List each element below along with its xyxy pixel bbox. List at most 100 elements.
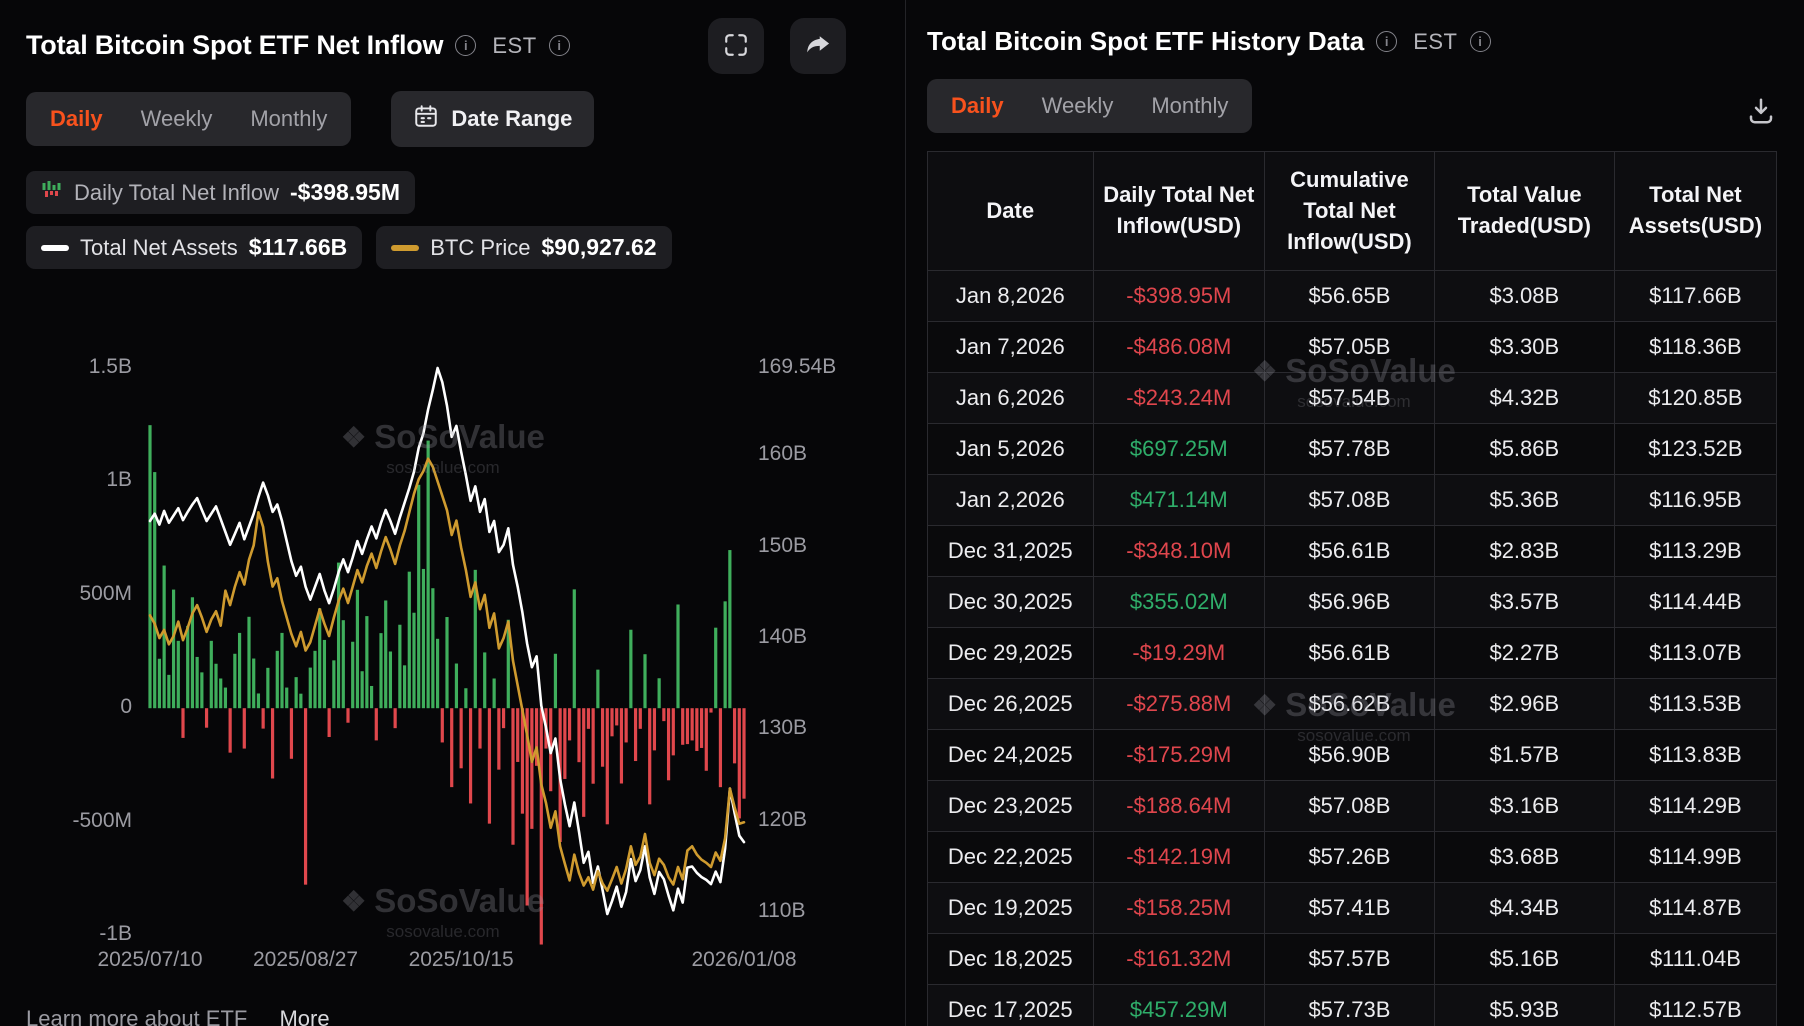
table-row: Dec 18,2025 -$161.32M $57.57B $5.16B $111.04… bbox=[927, 933, 1778, 986]
tab-daily[interactable]: Daily bbox=[50, 106, 103, 131]
table-row: Jan 8,2026 -$398.95M $56.65B $3.08B $117.66B bbox=[927, 270, 1778, 323]
legend-total-net-assets[interactable]: Total Net Assets $117.66B bbox=[26, 226, 363, 269]
history-tab-weekly[interactable]: Weekly bbox=[1041, 93, 1114, 118]
info-icon[interactable]: i bbox=[1469, 31, 1491, 52]
cumulative-cell: $57.41B bbox=[1264, 882, 1435, 935]
assets-cell: $123.52B bbox=[1613, 423, 1778, 476]
history-table-scroll-area[interactable]: Date Daily Total Net Inflow(USD) Cumulat… bbox=[927, 150, 1778, 1026]
calendar-icon bbox=[413, 103, 439, 135]
traded-cell: $3.08B bbox=[1433, 270, 1615, 323]
inflow-cell: -$158.25M bbox=[1092, 882, 1266, 935]
cumulative-cell: $57.08B bbox=[1264, 474, 1435, 527]
date-cell: Dec 31,2025 bbox=[927, 525, 1094, 578]
traded-cell: $5.36B bbox=[1433, 474, 1615, 527]
cumulative-cell: $57.54B bbox=[1264, 372, 1435, 425]
table-row: Dec 26,2025 -$275.88M $56.62B $2.96B $113.53… bbox=[927, 678, 1778, 731]
traded-cell: $2.83B bbox=[1433, 525, 1615, 578]
table-header-row: Date Daily Total Net Inflow(USD) Cumulat… bbox=[927, 150, 1778, 272]
inflow-cell: -$161.32M bbox=[1092, 933, 1266, 986]
table-row: Dec 22,2025 -$142.19M $57.26B $3.68B $114.99… bbox=[927, 831, 1778, 884]
table-row: Dec 19,2025 -$158.25M $57.41B $4.34B $114.87… bbox=[927, 882, 1778, 935]
traded-cell: $4.34B bbox=[1433, 882, 1615, 935]
y-axis-left-tick: -1B bbox=[99, 922, 132, 945]
traded-cell: $3.57B bbox=[1433, 576, 1615, 629]
history-tab-monthly[interactable]: Monthly bbox=[1151, 93, 1229, 118]
history-panel-header: Total Bitcoin Spot ETF History Data i ES… bbox=[927, 0, 1777, 57]
netinflow-chart[interactable]: ❖ SoSoValue sosovalue.com ❖ SoSoValue soso… bbox=[0, 0, 905, 1026]
date-cell: Jan 5,2026 bbox=[927, 423, 1094, 476]
inflow-cell: $355.02M bbox=[1092, 576, 1266, 629]
assets-cell: $113.53B bbox=[1613, 678, 1778, 731]
legend-btc-price[interactable]: BTC Price $90,927.62 bbox=[376, 226, 672, 269]
cumulative-cell: $57.05B bbox=[1264, 321, 1435, 374]
x-axis-label: 2025/08/27 bbox=[253, 948, 359, 971]
chart-canvas[interactable] bbox=[146, 362, 750, 954]
inflow-cell: -$348.10M bbox=[1092, 525, 1266, 578]
traded-cell: $2.27B bbox=[1433, 627, 1615, 680]
gold-line-icon bbox=[391, 244, 420, 251]
netinflow-panel-header: Total Bitcoin Spot ETF Net Inflow i EST … bbox=[0, 0, 905, 61]
col-header-net-assets: Total Net Assets(USD) bbox=[1613, 150, 1778, 272]
y-axis-right-tick: 110B bbox=[758, 899, 806, 923]
col-header-value-traded: Total Value Traded(USD) bbox=[1433, 150, 1615, 272]
legend-label: Total Net Assets bbox=[80, 234, 238, 260]
chart-header-actions bbox=[708, 18, 846, 74]
y-axis-left-tick: 1.5B bbox=[88, 355, 132, 378]
cumulative-cell: $56.62B bbox=[1264, 678, 1435, 731]
tab-monthly[interactable]: Monthly bbox=[250, 106, 328, 131]
legend-label: BTC Price bbox=[430, 234, 531, 260]
table-row: Dec 29,2025 -$19.29M $56.61B $2.27B $113.07B bbox=[927, 627, 1778, 680]
y-axis-left-tick: 0 bbox=[120, 695, 132, 719]
history-period-tabs: Daily Weekly Monthly bbox=[927, 79, 1253, 133]
x-axis-label: 2026/01/08 bbox=[691, 948, 797, 971]
traded-cell: $5.16B bbox=[1433, 933, 1615, 986]
period-tabs: Daily Weekly Monthly bbox=[26, 92, 352, 146]
traded-cell: $3.30B bbox=[1433, 321, 1615, 374]
col-header-cumulative-inflow: Cumulative Total Net Inflow(USD) bbox=[1264, 150, 1435, 272]
info-icon[interactable]: i bbox=[1376, 31, 1398, 52]
tab-weekly[interactable]: Weekly bbox=[140, 106, 213, 131]
learn-more-text: Learn more about ETF bbox=[26, 1006, 248, 1026]
cumulative-cell: $56.90B bbox=[1264, 729, 1435, 782]
netinflow-panel: Total Bitcoin Spot ETF Net Inflow i EST … bbox=[0, 0, 906, 1026]
fullscreen-button[interactable] bbox=[708, 18, 764, 74]
assets-cell: $114.99B bbox=[1613, 831, 1778, 884]
y-axis-right-tick: 160B bbox=[758, 442, 808, 466]
assets-cell: $116.95B bbox=[1613, 474, 1778, 527]
legend-value: -$398.95M bbox=[290, 179, 400, 205]
share-button[interactable] bbox=[790, 18, 846, 74]
download-button[interactable] bbox=[1746, 96, 1776, 129]
inflow-cell: -$188.64M bbox=[1092, 780, 1266, 833]
history-tab-daily[interactable]: Daily bbox=[951, 93, 1004, 118]
history-table: Date Daily Total Net Inflow(USD) Cumulat… bbox=[927, 150, 1778, 1026]
traded-cell: $2.96B bbox=[1433, 678, 1615, 731]
legend-value: $90,927.62 bbox=[541, 234, 657, 260]
assets-cell: $111.04B bbox=[1613, 933, 1778, 986]
info-icon[interactable]: i bbox=[455, 35, 477, 56]
download-icon bbox=[1746, 98, 1776, 129]
timezone-label: EST bbox=[1413, 28, 1458, 54]
info-icon[interactable]: i bbox=[548, 35, 570, 56]
assets-cell: $114.87B bbox=[1613, 882, 1778, 935]
white-line-icon bbox=[41, 244, 69, 251]
history-controls: Daily Weekly Monthly bbox=[927, 79, 1777, 133]
legend-daily-net-inflow[interactable]: Daily Total Net Inflow -$398.95M bbox=[26, 171, 415, 214]
inflow-cell: $457.29M bbox=[1092, 984, 1266, 1026]
legend-label: Daily Total Net Inflow bbox=[74, 179, 280, 205]
assets-cell: $112.57B bbox=[1613, 984, 1778, 1026]
table-row: Dec 23,2025 -$188.64M $57.08B $3.16B $114.29… bbox=[927, 780, 1778, 833]
col-header-date: Date bbox=[927, 150, 1094, 272]
date-cell: Dec 29,2025 bbox=[927, 627, 1094, 680]
date-range-button[interactable]: Date Range bbox=[391, 91, 595, 147]
inflow-cell: -$243.24M bbox=[1092, 372, 1266, 425]
table-row: Jan 6,2026 -$243.24M $57.54B $4.32B $120.85B bbox=[927, 372, 1778, 425]
col-header-daily-inflow: Daily Total Net Inflow(USD) bbox=[1092, 150, 1266, 272]
cumulative-cell: $57.73B bbox=[1264, 984, 1435, 1026]
date-cell: Dec 23,2025 bbox=[927, 780, 1094, 833]
date-cell: Jan 2,2026 bbox=[927, 474, 1094, 527]
table-row: Dec 24,2025 -$175.29M $56.90B $1.57B $113.83… bbox=[927, 729, 1778, 782]
table-row: Dec 31,2025 -$348.10M $56.61B $2.83B $113.29… bbox=[927, 525, 1778, 578]
history-data-panel: Total Bitcoin Spot ETF History Data i ES… bbox=[906, 0, 1804, 1026]
more-link[interactable]: More bbox=[279, 1006, 330, 1026]
timezone-label: EST bbox=[492, 32, 537, 58]
